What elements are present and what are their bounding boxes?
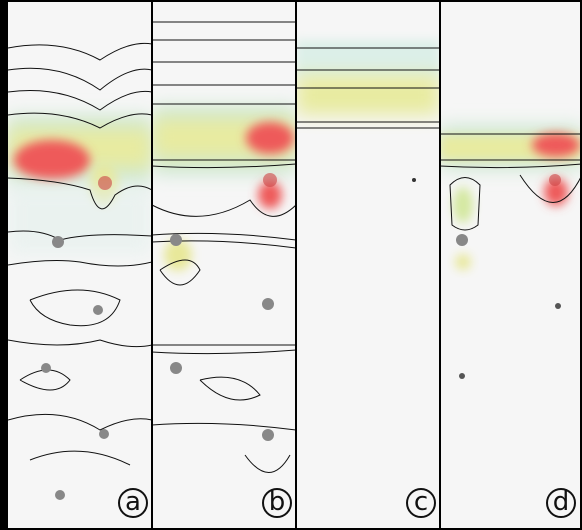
figure: a b c d: [0, 0, 582, 530]
panel-label: b: [269, 487, 286, 517]
background: [0, 0, 582, 530]
panel-label: d: [553, 487, 570, 517]
panel-label: c: [414, 487, 428, 517]
panel-label: a: [125, 487, 141, 517]
